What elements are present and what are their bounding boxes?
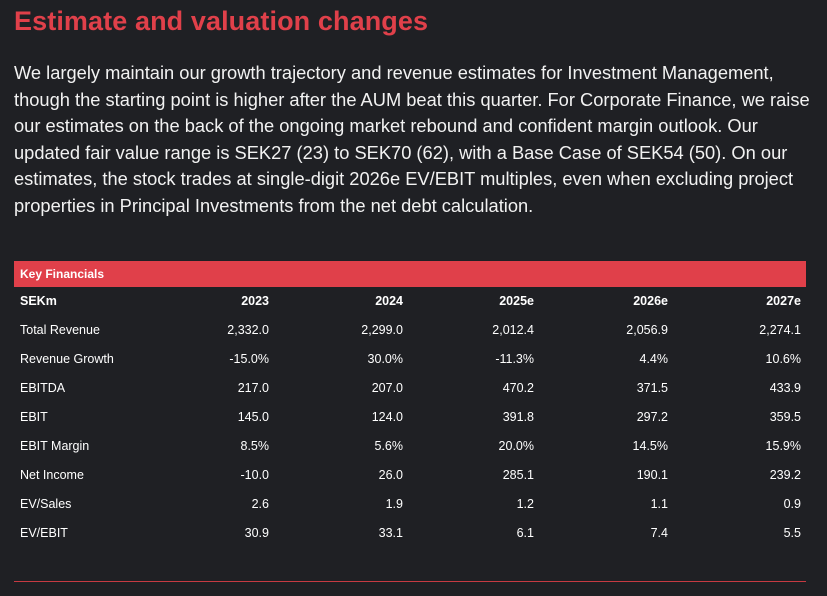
row-value: 2,299.0 (361, 322, 403, 337)
row-label: EBIT (20, 409, 48, 424)
row-value: 10.6% (765, 351, 801, 366)
row-value: 145.0 (237, 409, 269, 424)
row-value: 20.0% (498, 438, 534, 453)
section-heading: Estimate and valuation changes (14, 6, 429, 36)
row-value: 359.5 (769, 409, 801, 424)
row-value: 2,332.0 (227, 322, 269, 337)
row-value: 124.0 (371, 409, 403, 424)
header-cell-2023: 2023 (241, 294, 269, 308)
row-value: 30.9 (244, 525, 269, 540)
header-cell-2027e: 2027e (766, 294, 801, 308)
row-value: 207.0 (371, 380, 403, 395)
header-cell-2026e: 2026e (633, 294, 668, 308)
row-value: 371.5 (636, 380, 668, 395)
header-cell-unit: SEKm (20, 294, 57, 308)
row-label: EBITDA (20, 380, 66, 395)
row-value: -15.0% (229, 351, 269, 366)
table-header-row: SEKm 2023 2024 2025e 2026e 2027e (14, 287, 806, 315)
row-value: 0.9 (783, 496, 801, 511)
row-label: EV/Sales (20, 496, 72, 511)
row-value: 1.1 (650, 496, 668, 511)
bottom-divider (14, 581, 806, 582)
row-value: 15.9% (765, 438, 801, 453)
row-value: 2.6 (251, 496, 269, 511)
table-row: Total Revenue 2,332.0 2,299.0 2,012.4 2,… (14, 315, 806, 344)
table-title: Key Financials (14, 261, 806, 287)
row-value: 7.4 (650, 525, 668, 540)
table-row: Revenue Growth -15.0% 30.0% -11.3% 4.4% … (14, 344, 806, 373)
section-paragraph: We largely maintain our growth trajector… (14, 62, 810, 216)
row-label: Net Income (20, 467, 84, 482)
header-cell-2025e: 2025e (499, 294, 534, 308)
row-value: 190.1 (636, 467, 668, 482)
row-value: 433.9 (769, 380, 801, 395)
row-value: 26.0 (378, 467, 403, 482)
key-financials-table: Key Financials SEKm 2023 2024 2025e 2026… (14, 261, 806, 547)
row-label: EBIT Margin (20, 438, 90, 453)
table-row: EBIT Margin 8.5% 5.6% 20.0% 14.5% 15.9% (14, 431, 806, 460)
row-label: EV/EBIT (20, 525, 68, 540)
row-value: 33.1 (378, 525, 403, 540)
row-value: 30.0% (367, 351, 403, 366)
row-value: 217.0 (237, 380, 269, 395)
row-label: Revenue Growth (20, 351, 114, 366)
table-row: EV/EBIT 30.9 33.1 6.1 7.4 5.5 (14, 518, 806, 547)
row-value: 239.2 (769, 467, 801, 482)
header-cell-2024: 2024 (375, 294, 403, 308)
table-row: EBITDA 217.0 207.0 470.2 371.5 433.9 (14, 373, 806, 402)
row-value: 285.1 (502, 467, 534, 482)
row-value: 2,056.9 (626, 322, 668, 337)
row-value: 1.9 (385, 496, 403, 511)
table-row: Net Income -10.0 26.0 285.1 190.1 239.2 (14, 460, 806, 489)
row-value: 1.2 (516, 496, 534, 511)
row-value: 5.6% (374, 438, 404, 453)
row-value: -11.3% (495, 351, 534, 366)
row-value: 6.1 (516, 525, 534, 540)
row-value: 8.5% (240, 438, 270, 453)
row-value: 391.8 (502, 409, 534, 424)
row-value: 4.4% (639, 351, 669, 366)
row-value: 2,012.4 (492, 322, 534, 337)
table-row: EBIT 145.0 124.0 391.8 297.2 359.5 (14, 402, 806, 431)
row-label: Total Revenue (20, 322, 100, 337)
table-row: EV/Sales 2.6 1.9 1.2 1.1 0.9 (14, 489, 806, 518)
row-value: -10.0 (240, 467, 270, 482)
row-value: 297.2 (636, 409, 668, 424)
row-value: 14.5% (632, 438, 668, 453)
row-value: 470.2 (502, 380, 534, 395)
row-value: 2,274.1 (759, 322, 801, 337)
row-value: 5.5 (783, 525, 801, 540)
